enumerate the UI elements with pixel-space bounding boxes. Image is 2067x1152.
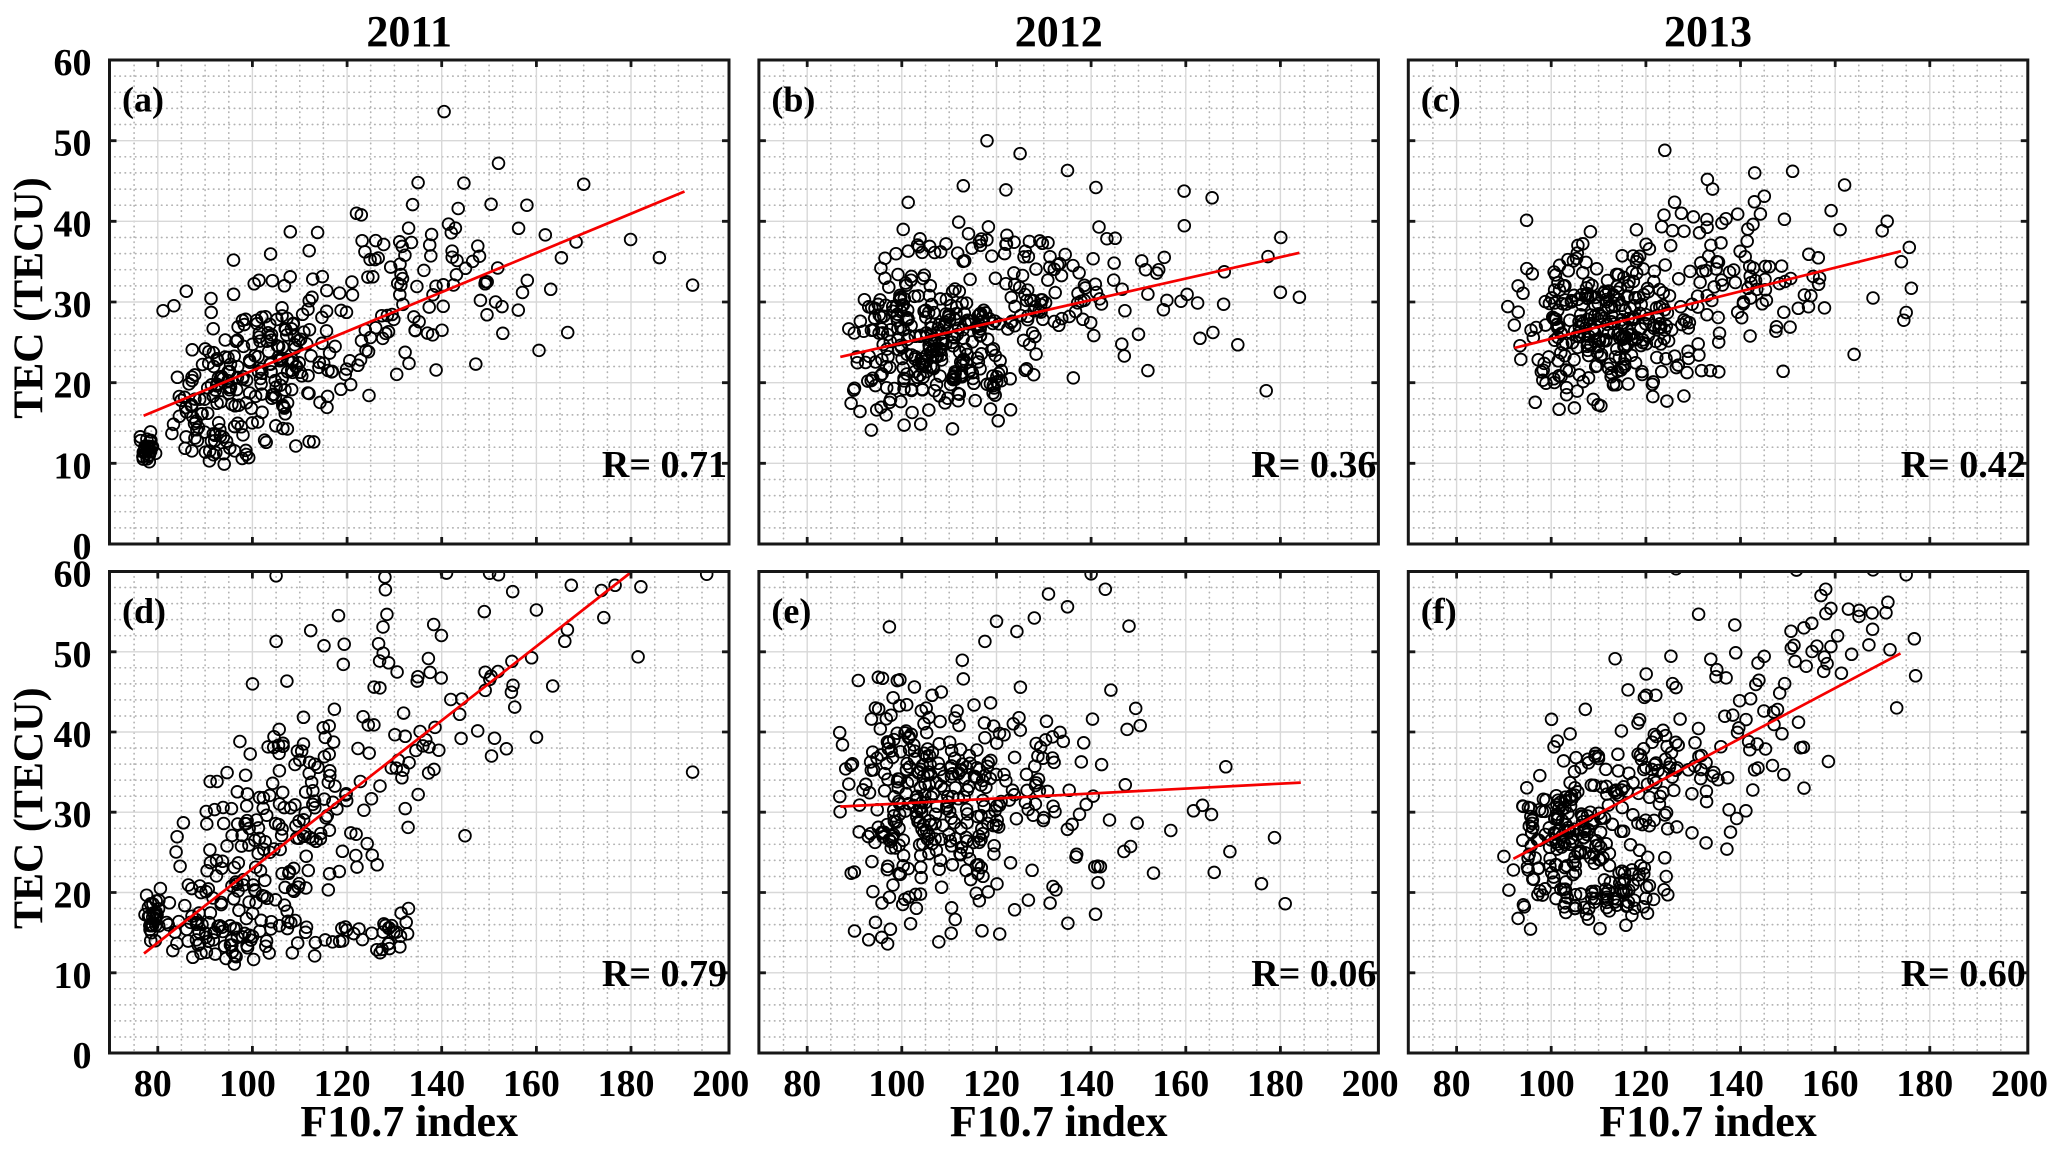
svg-text:60: 60	[54, 554, 92, 596]
svg-text:120: 120	[314, 1063, 371, 1105]
svg-text:20: 20	[54, 365, 92, 407]
svg-text:120: 120	[963, 1063, 1020, 1105]
svg-text:R= 0.79: R= 0.79	[602, 953, 727, 995]
svg-text:100: 100	[868, 1063, 925, 1105]
svg-text:R= 0.06: R= 0.06	[1251, 953, 1376, 995]
svg-text:R= 0.42: R= 0.42	[1901, 444, 2026, 486]
svg-text:R= 0.36: R= 0.36	[1251, 444, 1376, 486]
svg-text:80: 80	[134, 1063, 172, 1105]
svg-text:R= 0.71: R= 0.71	[602, 444, 727, 486]
svg-text:2012: 2012	[1015, 7, 1103, 56]
svg-text:180: 180	[598, 1063, 655, 1105]
svg-text:180: 180	[1896, 1063, 1953, 1105]
svg-text:180: 180	[1247, 1063, 1304, 1105]
svg-text:40: 40	[54, 714, 92, 756]
svg-text:140: 140	[1707, 1063, 1764, 1105]
svg-text:30: 30	[54, 284, 92, 326]
svg-text:0: 0	[73, 1035, 92, 1077]
svg-text:160: 160	[503, 1063, 560, 1105]
svg-text:120: 120	[1612, 1063, 1669, 1105]
svg-text:R= 0.60: R= 0.60	[1901, 953, 2026, 995]
svg-text:200: 200	[1342, 1063, 1399, 1105]
svg-text:140: 140	[408, 1063, 465, 1105]
svg-text:(a): (a)	[122, 80, 164, 120]
svg-text:200: 200	[692, 1063, 749, 1105]
svg-text:80: 80	[783, 1063, 821, 1105]
svg-text:TEC (TECU): TEC (TECU)	[7, 687, 53, 929]
svg-text:10: 10	[54, 955, 92, 997]
svg-text:60: 60	[54, 42, 92, 84]
svg-text:TEC (TECU): TEC (TECU)	[7, 177, 53, 419]
svg-text:F10.7 index: F10.7 index	[950, 1097, 1168, 1146]
svg-text:30: 30	[54, 794, 92, 836]
svg-text:(b): (b)	[771, 80, 815, 120]
svg-text:F10.7 index: F10.7 index	[1599, 1097, 1817, 1146]
svg-text:160: 160	[1802, 1063, 1859, 1105]
svg-text:140: 140	[1058, 1063, 1115, 1105]
svg-text:F10.7 index: F10.7 index	[300, 1097, 518, 1146]
svg-text:160: 160	[1152, 1063, 1209, 1105]
svg-text:(e): (e)	[771, 591, 811, 631]
svg-text:200: 200	[1991, 1063, 2048, 1105]
svg-text:100: 100	[219, 1063, 276, 1105]
svg-text:(c): (c)	[1421, 80, 1461, 120]
svg-text:50: 50	[54, 123, 92, 165]
svg-text:(d): (d)	[122, 591, 166, 631]
svg-text:0: 0	[73, 526, 92, 568]
svg-text:80: 80	[1433, 1063, 1471, 1105]
svg-text:40: 40	[54, 203, 92, 245]
svg-text:20: 20	[54, 875, 92, 917]
svg-text:2013: 2013	[1664, 7, 1752, 56]
svg-text:(f): (f)	[1421, 591, 1457, 631]
svg-text:100: 100	[1518, 1063, 1575, 1105]
svg-text:10: 10	[54, 445, 92, 487]
svg-text:2011: 2011	[366, 7, 452, 56]
svg-text:50: 50	[54, 634, 92, 676]
